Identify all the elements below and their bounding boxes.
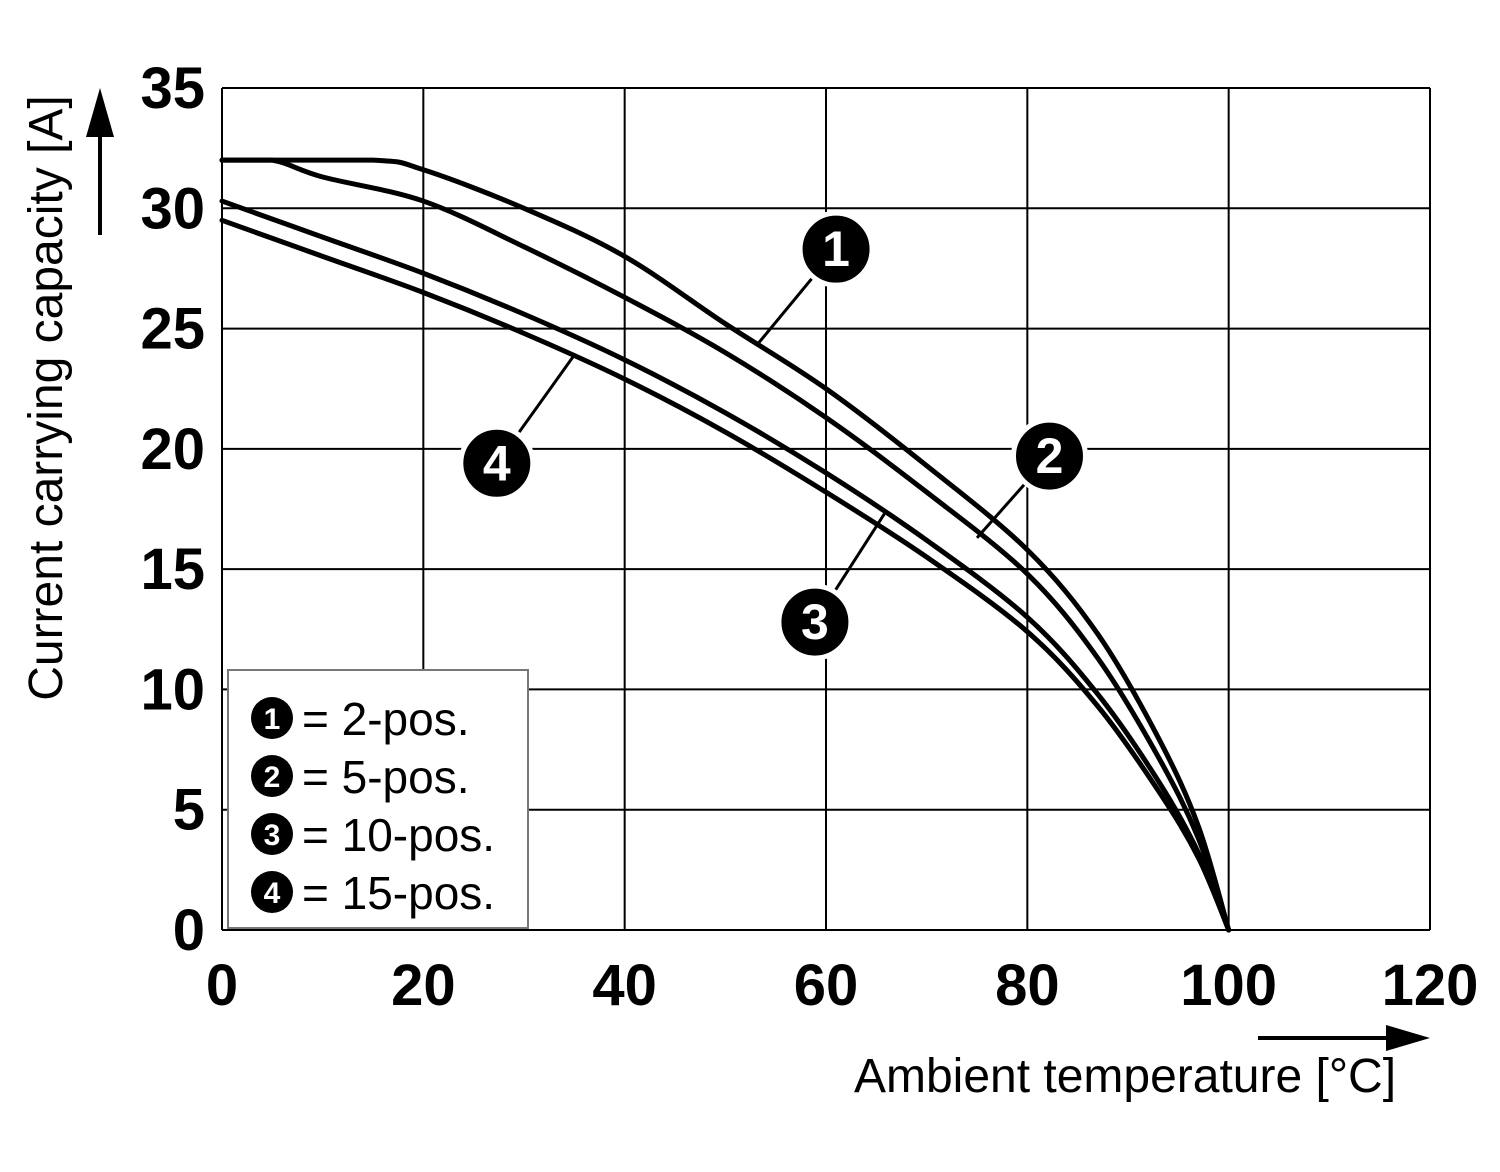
x-tick-label: 60 [794, 953, 859, 1018]
y-tick-label: 10 [140, 657, 205, 722]
legend-marker-circle-icon [251, 697, 293, 739]
y-axis-title: Current carrying capacity [A] [20, 95, 73, 701]
callout-3: 3 [776, 513, 886, 661]
callout-number: 4 [483, 435, 511, 491]
legend-item-label: = 2-pos. [302, 693, 470, 745]
callout-number: 2 [1036, 428, 1064, 484]
y-tick-label: 5 [173, 778, 205, 843]
x-tick-label: 100 [1180, 953, 1277, 1018]
legend-item: 2 = 5-pos. [251, 751, 470, 803]
legend-marker-circle-icon [251, 755, 293, 797]
chart-generated-content: 1 = 2-pos.2 = 5-pos.3 = 10-pos.4 = 15-pos.12… [86, 56, 1478, 1051]
y-tick-label: 15 [140, 537, 205, 602]
legend-item-label: = 15-pos. [302, 867, 495, 919]
curve-5-pos [219, 157, 1232, 933]
x-tick-label: 80 [995, 953, 1060, 1018]
y-tick-label: 35 [140, 56, 205, 121]
legend-marker-number: 2 [264, 761, 281, 794]
legend-marker-number: 3 [264, 819, 281, 852]
legend-marker-circle-icon [251, 813, 293, 855]
callout-1: 1 [757, 210, 875, 344]
callout-circle-icon [458, 424, 536, 502]
y-tick-label: 0 [173, 898, 205, 963]
y-axis-arrow-icon [86, 88, 114, 137]
legend-item: 4 = 15-pos. [251, 867, 495, 919]
x-axis-arrow-icon [1386, 1025, 1430, 1051]
callout-number: 1 [822, 221, 850, 277]
y-tick-label: 30 [140, 176, 205, 241]
curve-10-pos [219, 198, 1232, 933]
callout-4: 4 [458, 354, 576, 502]
x-axis-title: Ambient temperature [°C] [854, 1050, 1396, 1103]
y-tick-label: 20 [140, 417, 205, 482]
callout-circle-icon [776, 583, 854, 661]
y-tick-label: 25 [140, 297, 205, 362]
callout-circle-icon [1010, 417, 1088, 495]
x-tick-label: 40 [592, 953, 657, 1018]
curve-15-pos [219, 217, 1232, 933]
legend-marker-number: 4 [264, 877, 281, 910]
legend-item-label: = 5-pos. [302, 751, 470, 803]
legend-marker-number: 1 [264, 703, 281, 736]
x-tick-label: 0 [206, 953, 238, 1018]
x-tick-label: 120 [1382, 953, 1479, 1018]
callout-2: 2 [975, 417, 1088, 539]
callout-number: 3 [801, 594, 829, 650]
x-tick-label: 20 [391, 953, 456, 1018]
legend-item: 1 = 2-pos. [251, 693, 470, 745]
callout-circle-icon [797, 210, 875, 288]
legend-item: 3 = 10-pos. [251, 809, 495, 861]
legend-marker-circle-icon [251, 871, 293, 913]
legend-item-label: = 10-pos. [302, 809, 495, 861]
curve-2-pos [219, 157, 1232, 933]
